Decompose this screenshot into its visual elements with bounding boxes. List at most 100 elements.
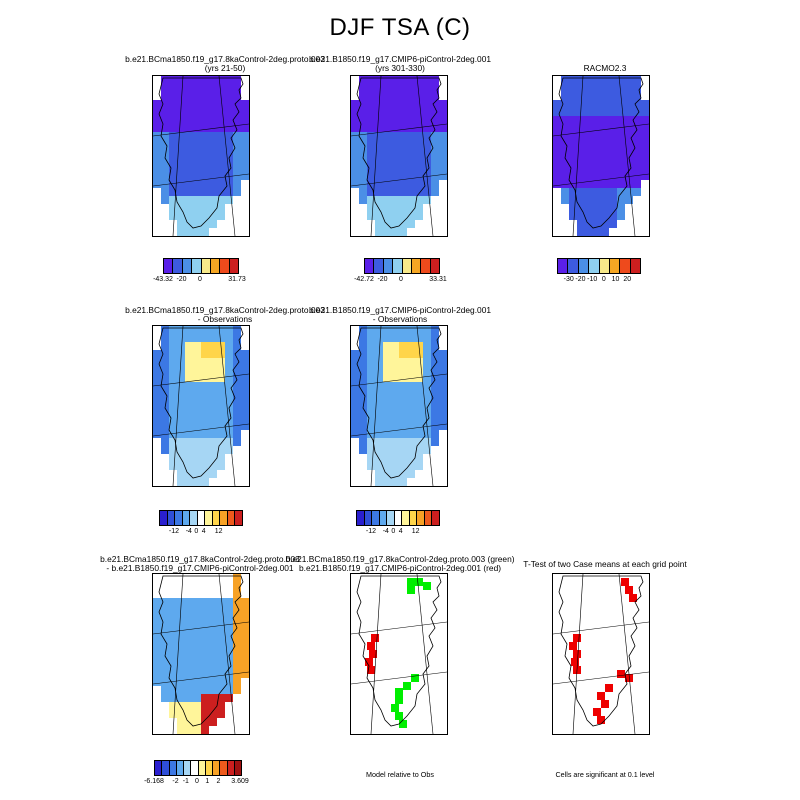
grid-cell bbox=[209, 646, 217, 654]
grid-cell bbox=[561, 180, 569, 188]
grid-cell bbox=[233, 100, 241, 108]
grid-cell bbox=[439, 172, 447, 180]
significant-cell bbox=[605, 684, 613, 692]
grid-cell bbox=[201, 454, 209, 462]
grid-cell bbox=[391, 220, 399, 228]
grid-cell bbox=[209, 390, 217, 398]
cb3-swatch-2 bbox=[578, 259, 590, 273]
grid-cell bbox=[399, 446, 407, 454]
cb1-tick-label: -43.32 bbox=[153, 276, 173, 283]
cb2-tick-label: 0 bbox=[399, 276, 403, 283]
grid-cell bbox=[169, 366, 177, 374]
significant-cell bbox=[367, 642, 375, 650]
cb2-swatch-1 bbox=[374, 259, 384, 273]
grid-cell bbox=[609, 84, 617, 92]
grid-cell bbox=[383, 478, 391, 486]
grid-cell bbox=[407, 454, 415, 462]
grid-cell bbox=[383, 164, 391, 172]
grid-cell bbox=[593, 140, 601, 148]
map-panel-p1 bbox=[152, 75, 250, 237]
grid-cell bbox=[383, 124, 391, 132]
grid-cell bbox=[577, 132, 585, 140]
cb2-swatch-0 bbox=[365, 259, 375, 273]
greenland-map-p2 bbox=[351, 76, 447, 236]
grid-cell bbox=[423, 140, 431, 148]
grid-cell bbox=[153, 614, 161, 622]
grid-cell bbox=[609, 212, 617, 220]
grid-cell bbox=[233, 654, 241, 662]
grid-cell bbox=[185, 350, 193, 358]
cb4-swatch-10 bbox=[235, 511, 243, 525]
grid-cell bbox=[415, 398, 423, 406]
graticule-line bbox=[351, 671, 447, 685]
grid-cell bbox=[593, 100, 601, 108]
grid-cell bbox=[439, 374, 447, 382]
grid-cell bbox=[415, 100, 423, 108]
grid-cell bbox=[177, 188, 185, 196]
grid-cell bbox=[359, 164, 367, 172]
grid-cell bbox=[431, 334, 439, 342]
grid-cell bbox=[585, 228, 593, 236]
grid-cell bbox=[217, 430, 225, 438]
grid-cell bbox=[399, 164, 407, 172]
grid-cell bbox=[359, 334, 367, 342]
grid-cell bbox=[367, 108, 375, 116]
grid-cell bbox=[209, 430, 217, 438]
grid-cell bbox=[169, 710, 177, 718]
grid-cell bbox=[415, 350, 423, 358]
grid-cell bbox=[399, 132, 407, 140]
grid-cell bbox=[233, 156, 241, 164]
grid-cell bbox=[201, 414, 209, 422]
grid-cells bbox=[553, 76, 649, 236]
grid-cell bbox=[209, 406, 217, 414]
grid-cell bbox=[169, 454, 177, 462]
grid-cell bbox=[569, 132, 577, 140]
grid-cell bbox=[193, 398, 201, 406]
grid-cell bbox=[423, 188, 431, 196]
coastline bbox=[158, 77, 244, 229]
grid-cell bbox=[169, 606, 177, 614]
grid-cell bbox=[161, 390, 169, 398]
grid-cell bbox=[439, 148, 447, 156]
grid-cell bbox=[169, 406, 177, 414]
grid-cell bbox=[415, 438, 423, 446]
grid-cell bbox=[367, 398, 375, 406]
grid-cell bbox=[391, 342, 399, 350]
cb7-swatch-3 bbox=[176, 761, 184, 775]
grid-cell bbox=[161, 156, 169, 164]
greenland-map-p1 bbox=[153, 76, 249, 236]
grid-cell bbox=[609, 180, 617, 188]
grid-cell bbox=[185, 374, 193, 382]
grid-cell bbox=[153, 116, 161, 124]
grid-cell bbox=[359, 382, 367, 390]
greenland-map-p3 bbox=[553, 76, 649, 236]
grid-cell bbox=[351, 140, 359, 148]
grid-cell bbox=[153, 678, 161, 686]
map-panel-p2 bbox=[350, 75, 448, 237]
grid-cell bbox=[185, 212, 193, 220]
cb2-swatch-6 bbox=[421, 259, 431, 273]
grid-cell bbox=[153, 662, 161, 670]
grid-cell bbox=[375, 406, 383, 414]
graticule-line bbox=[618, 76, 636, 236]
grid-cell bbox=[375, 124, 383, 132]
grid-cell bbox=[431, 382, 439, 390]
grid-cell bbox=[209, 116, 217, 124]
grid-cell bbox=[161, 164, 169, 172]
grid-cell bbox=[415, 454, 423, 462]
grid-cell bbox=[185, 172, 193, 180]
grid-cell bbox=[391, 406, 399, 414]
cb5-swatch-8 bbox=[417, 511, 425, 525]
grid-cell bbox=[431, 180, 439, 188]
grid-cell bbox=[177, 726, 185, 734]
grid-cell bbox=[641, 164, 649, 172]
grid-cells bbox=[153, 326, 249, 486]
grid-cell bbox=[585, 156, 593, 164]
grid-cell bbox=[585, 76, 593, 84]
grid-cell bbox=[225, 100, 233, 108]
grid-cell bbox=[233, 606, 241, 614]
grid-cell bbox=[367, 446, 375, 454]
grid-cell bbox=[169, 422, 177, 430]
grid-cell bbox=[375, 180, 383, 188]
grid-cell bbox=[209, 622, 217, 630]
